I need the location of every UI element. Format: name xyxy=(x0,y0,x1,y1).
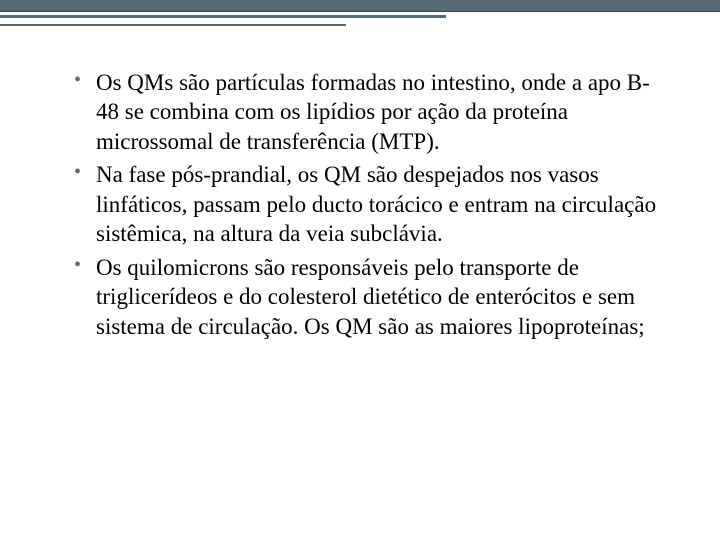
header-bar-main xyxy=(0,0,720,12)
bullet-list: Os QMs são partículas formadas no intest… xyxy=(70,68,660,341)
bullet-item: Os quilomicrons são responsáveis pelo tr… xyxy=(70,253,660,341)
bullet-item: Na fase pós-prandial, os QM são despejad… xyxy=(70,160,660,248)
bullet-item: Os QMs são partículas formadas no intest… xyxy=(70,68,660,156)
header-bar-secondary xyxy=(0,15,446,18)
header-bar-tertiary xyxy=(0,24,346,26)
slide-header-border xyxy=(0,0,720,18)
slide-content: Os QMs são partículas formadas no intest… xyxy=(70,68,660,345)
